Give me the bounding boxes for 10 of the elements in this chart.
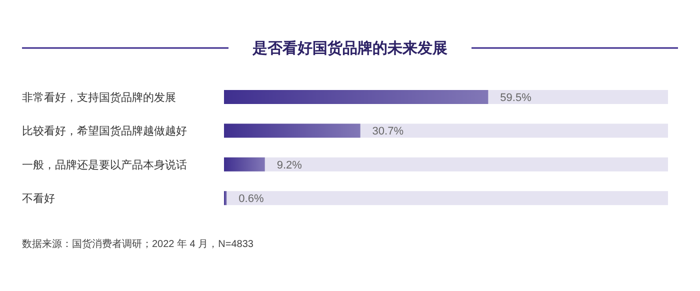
data-label: 0.6%	[238, 193, 264, 206]
data-label: 30.7%	[372, 126, 404, 138]
data-label: 59.5%	[500, 92, 532, 104]
y-tick-label: 比较看好，希望国货品牌越做越好	[22, 124, 187, 138]
y-tick-label: 非常看好，支持国货品牌的发展	[22, 91, 176, 104]
y-tick-label: 不看好	[22, 192, 55, 206]
y-tick-label: 一般，品牌还是要以产品本身说话	[22, 158, 187, 172]
data-label: 9.2%	[276, 159, 302, 172]
source-note: 数据来源：国货消费者调研；2022 年 4 月，N=4833	[22, 238, 254, 250]
title: 是否看好国货品牌的未来发展	[252, 40, 448, 57]
